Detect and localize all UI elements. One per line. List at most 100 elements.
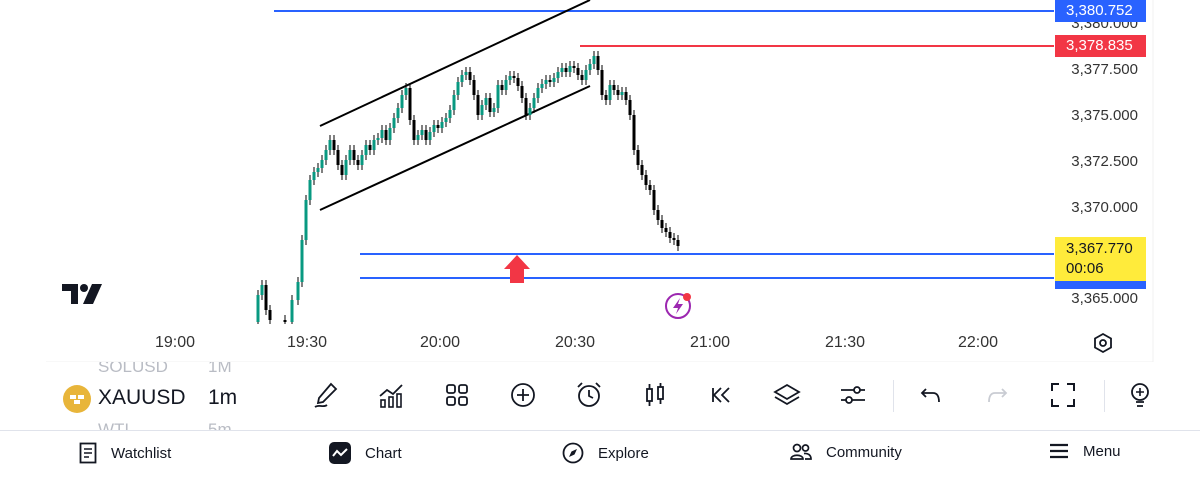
candle-body xyxy=(320,160,324,168)
candlestick-series xyxy=(256,51,680,324)
candle-body xyxy=(308,180,312,200)
templates-icon xyxy=(446,384,468,406)
settings-sliders-button[interactable] xyxy=(836,378,870,412)
candle-body xyxy=(612,85,616,90)
symbol-name[interactable]: XAUUSD xyxy=(98,386,186,409)
candle-body xyxy=(264,285,268,310)
candle-body xyxy=(488,98,492,112)
candle-body xyxy=(500,85,504,90)
candle-body xyxy=(616,90,620,95)
nav-community[interactable]: Community xyxy=(790,442,902,462)
price-label: 3,377.500 xyxy=(1071,61,1138,78)
candle-body xyxy=(608,85,612,100)
bulb-icon xyxy=(1131,383,1149,407)
candle-body xyxy=(436,125,440,128)
flash-alert-icon[interactable] xyxy=(664,291,694,321)
symbol-selector[interactable]: SOLUSD 1M XAUUSD 1m WTI 5m xyxy=(60,362,260,430)
candle-body xyxy=(356,160,360,165)
candle-body xyxy=(428,132,432,140)
undo-button[interactable] xyxy=(914,378,948,412)
candle-body xyxy=(290,300,294,322)
templates-button[interactable] xyxy=(440,378,474,412)
chart-type-button[interactable] xyxy=(638,378,672,412)
candle-body xyxy=(460,75,464,82)
candle-body xyxy=(476,95,480,115)
candle-body xyxy=(640,165,644,175)
candle-body xyxy=(516,78,520,86)
candle-body xyxy=(652,190,656,210)
nav-watchlist[interactable]: Watchlist xyxy=(79,442,171,464)
candle-body xyxy=(352,150,356,160)
candle-body xyxy=(660,220,664,228)
interval-selector[interactable]: 1m xyxy=(208,386,238,409)
replay-button[interactable] xyxy=(704,378,738,412)
candle-body xyxy=(444,118,448,122)
time-label: 20:30 xyxy=(555,334,596,351)
watchlist-icon xyxy=(79,442,97,464)
candle-body xyxy=(536,88,540,98)
current-price-tag[interactable]: 3,367.770 00:06 xyxy=(1055,237,1146,281)
layers-button[interactable] xyxy=(770,378,804,412)
indicators-button[interactable] xyxy=(374,378,408,412)
drawing-tool-button[interactable] xyxy=(309,378,343,412)
candle-body xyxy=(540,84,544,88)
candle-body xyxy=(620,92,624,95)
settings-sliders-icon xyxy=(841,386,865,404)
alert-button[interactable] xyxy=(572,378,606,412)
redo-icon xyxy=(988,388,1008,403)
candle-body xyxy=(324,150,328,160)
candle-body xyxy=(512,76,516,78)
candle-body xyxy=(344,160,348,175)
nav-watchlist-label: Watchlist xyxy=(111,444,172,462)
candle-body xyxy=(380,130,384,138)
price-chart[interactable] xyxy=(0,0,1200,362)
current-price-value: 3,367.770 xyxy=(1066,240,1133,257)
candle-body xyxy=(408,88,412,120)
candle-body xyxy=(260,285,264,295)
candle-body xyxy=(432,125,436,132)
candle-body xyxy=(592,56,596,64)
candle-body xyxy=(672,238,676,240)
candle-body xyxy=(472,80,476,95)
chart-icon xyxy=(329,442,351,464)
nav-chart[interactable]: Chart xyxy=(329,442,402,464)
candle-body xyxy=(316,168,320,172)
candle-body xyxy=(492,108,496,112)
candle-body xyxy=(560,68,564,72)
channel-lower-line xyxy=(319,85,591,211)
candle-body xyxy=(596,56,600,70)
nav-menu[interactable]: Menu xyxy=(1049,442,1121,460)
candle-body xyxy=(376,138,380,140)
candle-body xyxy=(372,140,376,150)
time-label: 21:00 xyxy=(690,334,731,351)
ideas-button[interactable] xyxy=(1124,378,1158,412)
candle-body xyxy=(360,155,364,165)
add-button[interactable] xyxy=(506,378,540,412)
candle-body xyxy=(572,66,576,68)
candle-body xyxy=(628,100,632,115)
price-tag-lower-line[interactable] xyxy=(1055,281,1146,289)
chart-settings-icon[interactable] xyxy=(1092,332,1114,354)
fullscreen-button[interactable] xyxy=(1046,378,1080,412)
candle-body xyxy=(668,232,672,238)
up-arrow-marker xyxy=(504,255,530,283)
ghost-next-symbol: WTI xyxy=(98,420,130,430)
candle-body xyxy=(552,78,556,82)
nav-menu-label: Menu xyxy=(1083,442,1121,460)
candles-icon xyxy=(646,383,664,406)
chart-area[interactable]: 3,380.000 3,377.500 3,375.000 3,372.500 … xyxy=(0,0,1200,362)
price-tag-red-line[interactable]: 3,378.835 xyxy=(1055,35,1146,57)
tradingview-logo-icon xyxy=(62,284,102,304)
candle-body xyxy=(548,80,552,82)
nav-community-label: Community xyxy=(826,443,902,461)
redo-button[interactable] xyxy=(980,378,1014,412)
nav-explore[interactable]: Explore xyxy=(562,442,649,464)
candle-body xyxy=(448,110,452,118)
add-icon xyxy=(511,383,535,407)
price-tag-blue-line[interactable]: 3,380.752 xyxy=(1055,0,1146,22)
candle-body xyxy=(504,80,508,90)
candle-body xyxy=(340,165,344,175)
replay-icon xyxy=(712,387,730,403)
candle-body xyxy=(632,115,636,150)
bottom-toolbar: SOLUSD 1M XAUUSD 1m WTI 5m xyxy=(0,362,1200,430)
